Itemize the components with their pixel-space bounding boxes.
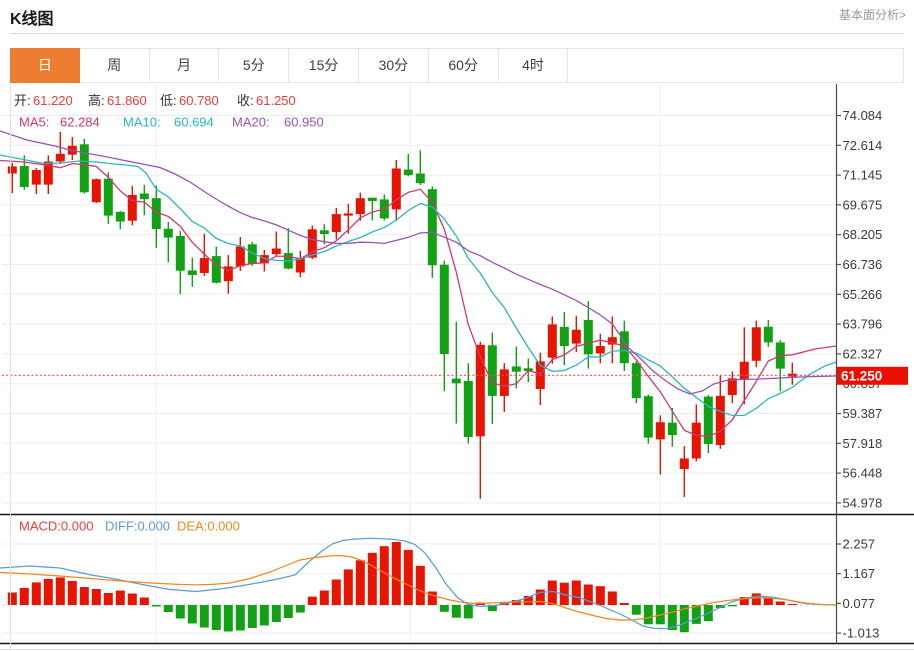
svg-text:开:: 开: (14, 93, 31, 108)
svg-text:61.250: 61.250 (841, 369, 882, 384)
svg-text:收:: 收: (237, 93, 254, 108)
svg-text:MA5:: MA5: (19, 115, 49, 130)
svg-text:MACD:0.000: MACD:0.000 (19, 519, 93, 534)
svg-text:59.387: 59.387 (843, 406, 883, 421)
svg-text:68.205: 68.205 (843, 227, 883, 242)
svg-text:60.694: 60.694 (174, 115, 214, 130)
svg-text:低:: 低: (160, 93, 177, 108)
svg-text:DIFF:0.000: DIFF:0.000 (105, 519, 170, 534)
svg-text:72.614: 72.614 (843, 138, 883, 153)
svg-text:56.448: 56.448 (843, 466, 883, 481)
svg-text:1.167: 1.167 (843, 566, 876, 581)
svg-text:62.284: 62.284 (60, 115, 100, 130)
svg-text:高:: 高: (88, 93, 105, 108)
svg-text:74.084: 74.084 (843, 108, 883, 123)
svg-text:DEA:0.000: DEA:0.000 (177, 519, 240, 534)
svg-text:57.918: 57.918 (843, 436, 883, 451)
svg-text:62.327: 62.327 (843, 346, 883, 361)
svg-text:60.780: 60.780 (179, 93, 219, 108)
svg-text:65.266: 65.266 (843, 287, 883, 302)
svg-text:MA20:: MA20: (232, 115, 270, 130)
svg-text:54.978: 54.978 (843, 495, 883, 510)
svg-text:61.250: 61.250 (256, 93, 296, 108)
svg-text:-1.013: -1.013 (843, 626, 880, 641)
svg-text:MA10:: MA10: (123, 115, 161, 130)
svg-text:60.950: 60.950 (284, 115, 324, 130)
svg-text:61.220: 61.220 (33, 93, 73, 108)
svg-text:0.077: 0.077 (843, 596, 876, 611)
svg-text:69.675: 69.675 (843, 197, 883, 212)
svg-text:2.257: 2.257 (843, 537, 876, 552)
svg-text:71.145: 71.145 (843, 168, 883, 183)
svg-text:63.796: 63.796 (843, 317, 883, 332)
svg-text:66.736: 66.736 (843, 257, 883, 272)
svg-text:61.860: 61.860 (107, 93, 147, 108)
